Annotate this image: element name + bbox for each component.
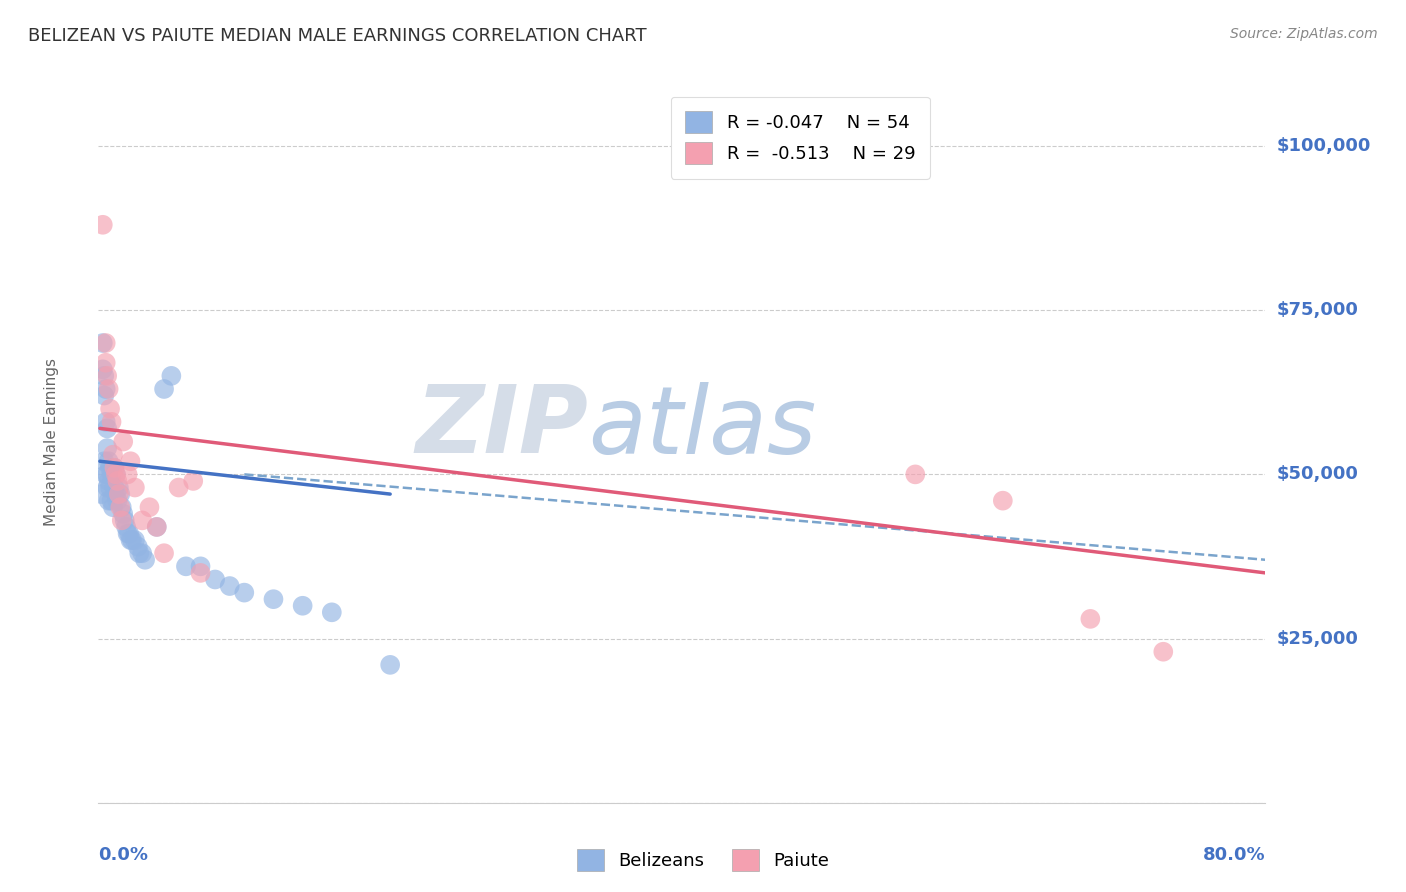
Point (96, 368, 118, 383)
Point (91, 362, 114, 376)
Point (94, 415, 117, 429)
Point (96, 421, 118, 435)
Point (117, 526, 139, 541)
Point (291, 599, 314, 613)
Point (128, 546, 150, 560)
Point (117, 467, 139, 482)
Point (108, 487, 131, 501)
Legend: Belizeans, Paiute: Belizeans, Paiute (569, 842, 837, 879)
Point (98, 460, 121, 475)
Point (121, 533, 143, 547)
Point (94, 467, 117, 482)
Point (190, 566, 212, 580)
Point (1080, 612, 1102, 626)
Point (111, 500, 134, 515)
Point (101, 467, 124, 482)
Point (103, 481, 125, 495)
Point (153, 546, 176, 560)
Point (120, 454, 142, 468)
Point (103, 460, 125, 475)
Point (131, 513, 153, 527)
Point (97, 493, 120, 508)
Point (134, 553, 156, 567)
Point (101, 500, 124, 515)
Point (146, 520, 169, 534)
Point (190, 559, 212, 574)
Point (96, 467, 118, 482)
Text: Source: ZipAtlas.com: Source: ZipAtlas.com (1230, 27, 1378, 41)
Point (118, 526, 141, 541)
Point (98, 481, 121, 495)
Text: ZIP: ZIP (416, 381, 589, 473)
Point (93, 454, 115, 468)
Point (94, 382, 117, 396)
Point (90, 487, 112, 501)
Text: $100,000: $100,000 (1277, 137, 1371, 155)
Text: $25,000: $25,000 (1277, 630, 1358, 648)
Point (103, 460, 125, 475)
Point (97, 454, 120, 468)
Point (110, 487, 132, 501)
Point (104, 467, 127, 482)
Text: Median Male Earnings: Median Male Earnings (44, 358, 59, 525)
Point (91, 336, 114, 351)
Text: $75,000: $75,000 (1277, 301, 1358, 319)
Text: 80.0%: 80.0% (1202, 847, 1265, 864)
Point (218, 579, 240, 593)
Point (146, 520, 169, 534)
Point (120, 533, 142, 547)
Point (96, 441, 118, 455)
Point (127, 540, 149, 554)
Point (105, 474, 128, 488)
Point (100, 467, 122, 482)
Point (380, 657, 402, 672)
Point (108, 481, 131, 495)
Point (93, 368, 115, 383)
Point (904, 467, 927, 482)
Point (124, 481, 146, 495)
Point (100, 415, 122, 429)
Point (262, 592, 284, 607)
Point (91, 218, 114, 232)
Text: $50,000: $50,000 (1277, 466, 1358, 483)
Legend: R = -0.047    N = 54, R =  -0.513    N = 29: R = -0.047 N = 54, R = -0.513 N = 29 (671, 96, 929, 178)
Point (114, 513, 136, 527)
Point (104, 467, 127, 482)
Point (115, 520, 138, 534)
Text: atlas: atlas (589, 382, 817, 473)
Point (1152, 645, 1174, 659)
Point (104, 487, 127, 501)
Point (98, 401, 121, 416)
Point (991, 493, 1014, 508)
Point (112, 434, 135, 449)
Point (233, 585, 256, 599)
Point (97, 382, 120, 396)
Point (97, 474, 120, 488)
Point (96, 481, 118, 495)
Point (131, 546, 153, 560)
Point (167, 481, 190, 495)
Point (112, 507, 135, 521)
Point (101, 448, 124, 462)
Point (105, 493, 128, 508)
Point (111, 513, 134, 527)
Point (100, 493, 122, 508)
Point (204, 573, 226, 587)
Point (93, 388, 115, 402)
Point (138, 500, 160, 515)
Point (174, 559, 197, 574)
Text: BELIZEAN VS PAIUTE MEDIAN MALE EARNINGS CORRELATION CHART: BELIZEAN VS PAIUTE MEDIAN MALE EARNINGS … (28, 27, 647, 45)
Point (321, 605, 343, 619)
Point (110, 500, 132, 515)
Point (181, 474, 204, 488)
Point (94, 336, 117, 351)
Point (153, 382, 176, 396)
Point (160, 368, 183, 383)
Point (94, 356, 117, 370)
Point (124, 533, 146, 547)
Text: 0.0%: 0.0% (98, 847, 149, 864)
